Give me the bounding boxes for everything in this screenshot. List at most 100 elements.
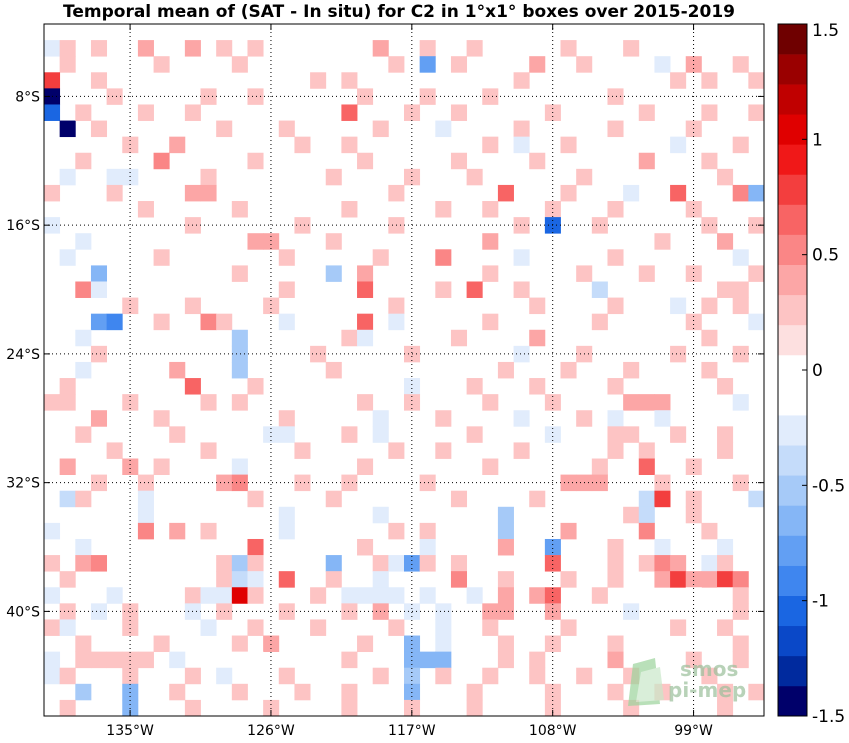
heatmap-cell [717,587,734,604]
heatmap-cell [701,667,718,685]
heatmap-cell [231,201,248,218]
heatmap-cell [670,297,687,315]
heatmap-cell [638,506,655,524]
heatmap-cell [513,474,530,492]
heatmap-cell [638,152,655,170]
heatmap-cell [748,683,765,701]
heatmap-cell [137,490,154,508]
heatmap-cell [247,555,264,572]
heatmap-cell [231,651,248,669]
heatmap-cell [231,56,248,73]
heatmap-cell [90,40,108,57]
heatmap-cell [59,603,76,620]
colorbar-segment [778,475,807,506]
heatmap-cell [153,249,170,266]
heatmap-cell [122,667,139,685]
y-tick-label: 16°S [6,218,40,234]
heatmap-cell [654,571,671,588]
heatmap-cell [701,571,718,588]
heatmap-cell [623,506,640,524]
heatmap-cell [310,619,327,636]
heatmap-cell [638,490,655,508]
heatmap-cell [419,474,436,492]
colorbar-segment [778,294,807,326]
heatmap-cell [341,136,358,154]
y-tick-label: 8°S [15,89,40,105]
heatmap-cell [137,522,154,540]
heatmap-cell [404,555,421,572]
heatmap-cell [732,635,749,653]
heatmap-cell [247,619,264,636]
heatmap-cell [169,683,186,701]
heatmap-cell [184,297,201,315]
heatmap-cell [231,635,248,653]
heatmap-cell [560,619,577,636]
heatmap-cell [200,587,217,604]
heatmap-cell [200,168,217,186]
heatmap-cell [529,667,546,685]
heatmap-cell [513,249,530,266]
heatmap-cell [607,120,624,138]
heatmap-cell [419,522,436,540]
heatmap-cell [90,603,108,620]
heatmap-cell [278,667,295,685]
heatmap-cell [106,88,123,105]
heatmap-cell [638,555,655,572]
heatmap-cell [247,40,264,57]
plot-frame [43,23,765,717]
heatmap-cell [607,201,624,218]
heatmap-cell [732,651,749,669]
heatmap-cell [638,104,655,121]
heatmap-cell [701,361,718,379]
heatmap-cell [732,184,749,202]
heatmap-cell [137,474,154,492]
heatmap-cell [576,56,593,73]
heatmap-cell [591,458,608,475]
heatmap-cell [497,587,514,604]
heatmap-cell [450,56,468,73]
heatmap-cell [75,683,92,701]
heatmap-cell [372,506,389,524]
heatmap-cell [216,651,233,669]
heatmap-cell [466,699,483,717]
heatmap-cell [75,426,92,443]
heatmap-cell [372,120,389,138]
heatmap-cell [325,490,342,508]
heatmap-cell [341,201,358,218]
heatmap-cell [717,233,734,250]
heatmap-cell [90,555,108,572]
heatmap-cell [497,538,514,556]
heatmap-cell [231,361,248,379]
colorbar-segment [778,415,807,446]
heatmap-cell [90,281,108,298]
heatmap-cell [466,378,483,395]
heatmap-cell [560,136,577,154]
heatmap-cell [435,201,452,218]
heatmap-cell [278,410,295,427]
heatmap-cell [654,490,671,508]
heatmap-cell [732,281,749,298]
heatmap-cell [310,587,327,604]
heatmap-cell [200,184,217,202]
heatmap-cell [670,426,687,443]
heatmap-cell [75,233,92,250]
heatmap-cell [184,667,201,685]
heatmap-cell [419,56,436,73]
heatmap-cell [75,281,92,298]
heatmap-cell [278,120,295,138]
heatmap-cell [450,152,468,170]
heatmap-cell [654,56,671,73]
heatmap-cell [59,394,76,411]
colorbar-segment [778,565,807,596]
heatmap-cell [90,651,108,669]
heatmap-cell [90,120,108,138]
heatmap-cell [544,426,561,443]
colorbar-segment [778,54,807,85]
heatmap-cell [263,426,280,443]
heatmap-cell [44,619,61,636]
colorbar-segment [778,685,807,717]
heatmap-cell [44,40,61,57]
heatmap-cell [748,313,765,331]
heatmap-cell [654,474,671,492]
heatmap-cell [278,522,295,540]
